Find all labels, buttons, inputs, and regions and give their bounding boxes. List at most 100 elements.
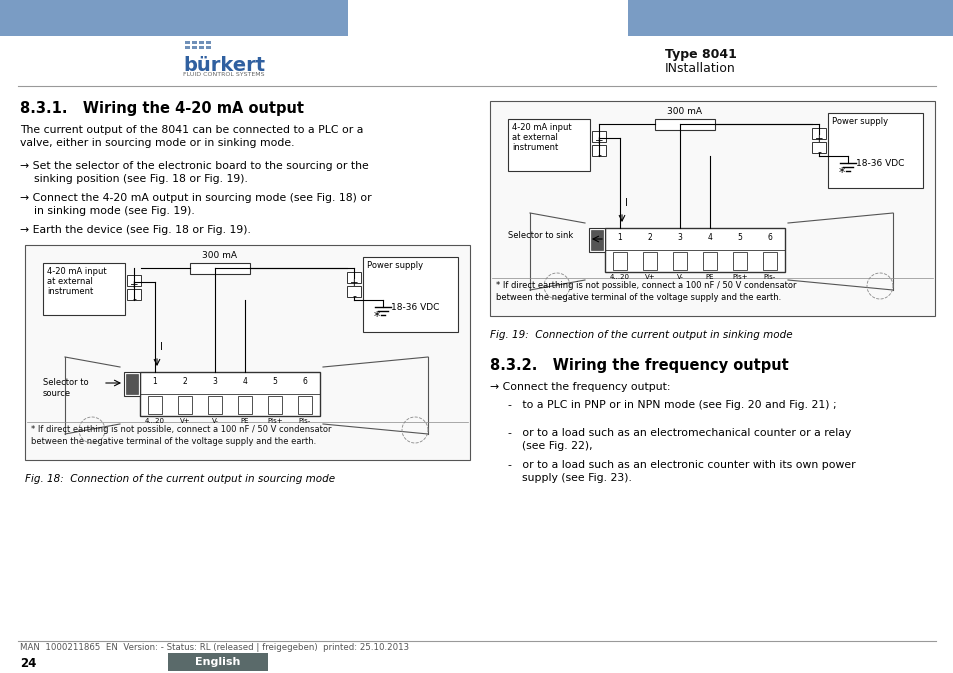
- Bar: [702, 252, 717, 270]
- Text: 18-36 VDC: 18-36 VDC: [855, 159, 903, 168]
- Text: +: +: [350, 277, 358, 287]
- Text: -: -: [816, 147, 821, 157]
- Bar: [126, 374, 138, 394]
- Text: instrument: instrument: [512, 143, 558, 152]
- Text: * If direct earthing is not possible, connect a 100 nF / 50 V condensator
betwee: * If direct earthing is not possible, co…: [496, 281, 796, 302]
- Bar: [507, 119, 589, 171]
- Text: V+: V+: [179, 418, 190, 424]
- Bar: [613, 252, 626, 270]
- Text: 1: 1: [617, 234, 621, 242]
- Bar: [655, 119, 714, 130]
- Bar: [811, 128, 825, 139]
- Text: at external: at external: [47, 277, 92, 286]
- Text: 300 mA: 300 mA: [202, 251, 237, 260]
- Text: Selector to sink: Selector to sink: [507, 230, 573, 240]
- Text: 6: 6: [302, 378, 307, 386]
- Text: Power supply: Power supply: [831, 117, 887, 126]
- Bar: [347, 286, 360, 297]
- Text: Pls-: Pls-: [298, 418, 311, 424]
- Bar: [592, 131, 605, 142]
- Bar: [604, 228, 784, 272]
- Text: 4...20: 4...20: [145, 418, 165, 424]
- Text: 18-36 VDC: 18-36 VDC: [391, 303, 439, 312]
- Text: → Set the selector of the electronic board to the sourcing or the
    sinking po: → Set the selector of the electronic boa…: [20, 161, 369, 184]
- Text: +: +: [814, 133, 822, 143]
- Text: 4-20 mA input: 4-20 mA input: [512, 123, 571, 132]
- Text: English: English: [195, 657, 240, 667]
- Bar: [732, 252, 746, 270]
- Text: 2: 2: [647, 234, 652, 242]
- Bar: [206, 41, 211, 44]
- Text: *: *: [374, 310, 379, 323]
- Text: +: +: [594, 137, 602, 147]
- Bar: [208, 396, 222, 414]
- Text: Pls-: Pls-: [763, 274, 776, 280]
- Bar: [190, 263, 250, 274]
- Bar: [827, 113, 923, 188]
- Text: I: I: [160, 342, 163, 352]
- FancyBboxPatch shape: [168, 653, 268, 671]
- Text: -   to a PLC in PNP or in NPN mode (see Fig. 20 and Fig. 21) ;: - to a PLC in PNP or in NPN mode (see Fi…: [507, 400, 836, 410]
- Bar: [185, 41, 190, 44]
- Text: 5: 5: [737, 234, 741, 242]
- Bar: [347, 272, 360, 283]
- Bar: [206, 46, 211, 49]
- Bar: [297, 396, 312, 414]
- Text: 3: 3: [213, 378, 217, 386]
- Text: 4: 4: [707, 234, 712, 242]
- Text: → Earth the device (see Fig. 18 or Fig. 19).: → Earth the device (see Fig. 18 or Fig. …: [20, 225, 251, 235]
- Bar: [199, 46, 204, 49]
- Bar: [268, 396, 282, 414]
- Bar: [124, 372, 140, 396]
- Text: Fig. 18:  Connection of the current output in sourcing mode: Fig. 18: Connection of the current outpu…: [25, 474, 335, 484]
- Text: INstallation: INstallation: [664, 62, 735, 75]
- Bar: [192, 46, 196, 49]
- Text: 4-20 mA input: 4-20 mA input: [47, 267, 107, 276]
- Text: 300 mA: 300 mA: [667, 107, 701, 116]
- Bar: [237, 396, 252, 414]
- Text: Fig. 19:  Connection of the current output in sinking mode: Fig. 19: Connection of the current outpu…: [490, 330, 792, 340]
- Text: -: -: [352, 291, 355, 302]
- Text: FLUID CONTROL SYSTEMS: FLUID CONTROL SYSTEMS: [183, 72, 264, 77]
- Text: 6: 6: [767, 234, 772, 242]
- Bar: [178, 396, 192, 414]
- Text: Selector to
source: Selector to source: [43, 378, 89, 398]
- Text: PE: PE: [705, 274, 714, 280]
- Bar: [590, 230, 602, 250]
- Bar: [127, 275, 141, 286]
- Bar: [627, 0, 953, 36]
- Bar: [0, 0, 348, 36]
- Bar: [192, 41, 196, 44]
- Text: Type 8041: Type 8041: [664, 48, 736, 61]
- Text: -   or to a load such as an electronic counter with its own power
    supply (se: - or to a load such as an electronic cou…: [507, 460, 855, 483]
- Text: * If direct earthing is not possible, connect a 100 nF / 50 V condensator
betwee: * If direct earthing is not possible, co…: [30, 425, 331, 446]
- Text: 1: 1: [152, 378, 157, 386]
- Bar: [25, 245, 470, 460]
- Bar: [185, 46, 190, 49]
- Text: The current output of the 8041 can be connected to a PLC or a
valve, either in s: The current output of the 8041 can be co…: [20, 125, 363, 148]
- Text: -: -: [597, 151, 600, 160]
- Bar: [148, 396, 162, 414]
- Bar: [672, 252, 686, 270]
- Text: V-: V-: [676, 274, 682, 280]
- Text: at external: at external: [512, 133, 558, 142]
- Text: Power supply: Power supply: [367, 261, 423, 270]
- Text: → Connect the frequency output:: → Connect the frequency output:: [490, 382, 670, 392]
- Bar: [363, 257, 457, 332]
- Bar: [127, 289, 141, 300]
- Text: 3: 3: [677, 234, 681, 242]
- Bar: [642, 252, 657, 270]
- Text: → Connect the 4-20 mA output in sourcing mode (see Fig. 18) or
    in sinking mo: → Connect the 4-20 mA output in sourcing…: [20, 193, 372, 216]
- Bar: [490, 101, 934, 316]
- Text: 5: 5: [273, 378, 277, 386]
- Bar: [762, 252, 776, 270]
- Bar: [811, 142, 825, 153]
- Text: -   or to a load such as an electromechanical counter or a relay
    (see Fig. 2: - or to a load such as an electromechani…: [507, 428, 850, 451]
- Text: 8.3.1.   Wiring the 4-20 mA output: 8.3.1. Wiring the 4-20 mA output: [20, 101, 304, 116]
- Text: instrument: instrument: [47, 287, 93, 296]
- Text: I: I: [624, 198, 627, 208]
- Text: MAN  1000211865  EN  Version: - Status: RL (released | freigegeben)  printed: 25: MAN 1000211865 EN Version: - Status: RL …: [20, 643, 409, 652]
- Bar: [199, 41, 204, 44]
- Text: -: -: [132, 295, 136, 304]
- Text: bürkert: bürkert: [183, 56, 265, 75]
